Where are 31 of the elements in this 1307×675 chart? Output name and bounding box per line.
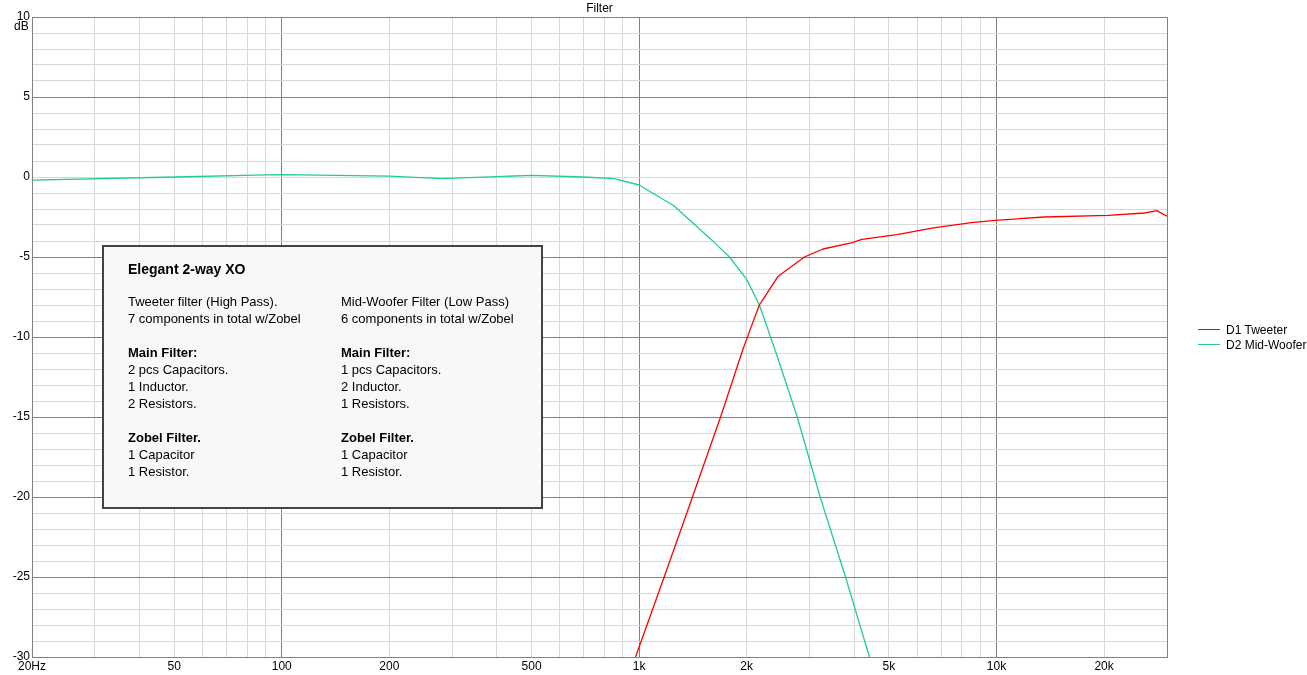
x-tick-label: 200 (379, 658, 400, 673)
x-tick-label: 100 (271, 658, 293, 673)
annotation: Mid-Woofer Filter (Low Pass) 6 components in total w/Zobel (341, 293, 515, 327)
annotation: Main Filter: (128, 344, 199, 361)
chart-title: Filter (585, 1, 614, 15)
x-tick-label: 5k (882, 658, 897, 673)
annotation: 1 Capacitor 1 Resistor. (341, 446, 409, 480)
y-tick-label: -15 (12, 409, 31, 424)
y-tick-label: -5 (19, 249, 31, 264)
x-tick-label: 10k (986, 658, 1008, 673)
y-tick-label: -25 (12, 569, 31, 584)
legend-label: D1 Tweeter (1226, 322, 1288, 337)
y-tick-label: -20 (12, 489, 31, 504)
x-tick-label: 500 (521, 658, 542, 673)
legend-label: D2 Mid-Woofer (1226, 337, 1307, 352)
annotation: 1 Capacitor 1 Resistor. (128, 446, 196, 480)
y-tick-label: 0 (23, 169, 31, 184)
annotation: 2 pcs Capacitors. 1 Inductor. 2 Resistors. (128, 361, 230, 412)
y-tick-label: 5 (23, 89, 31, 104)
annotation: Main Filter: (341, 344, 412, 361)
annotation: Tweeter filter (High Pass). 7 components in total w/Zobel (128, 293, 302, 327)
y-tick-label: -10 (12, 329, 31, 344)
annotation: Zobel Filter. (341, 429, 415, 446)
y-axis-title: dB (14, 19, 29, 33)
x-tick-label: 20k (1094, 658, 1115, 673)
x-tick-label: 50 (167, 658, 182, 673)
annotation: Elegant 2-way XO (128, 261, 246, 277)
x-tick-label: 2k (740, 658, 755, 673)
x-tick-label: 1k (632, 658, 647, 673)
annotation: 1 pcs Capacitors. 2 Inductor. 1 Resistors. (341, 361, 443, 412)
annotation: Zobel Filter. (128, 429, 202, 446)
